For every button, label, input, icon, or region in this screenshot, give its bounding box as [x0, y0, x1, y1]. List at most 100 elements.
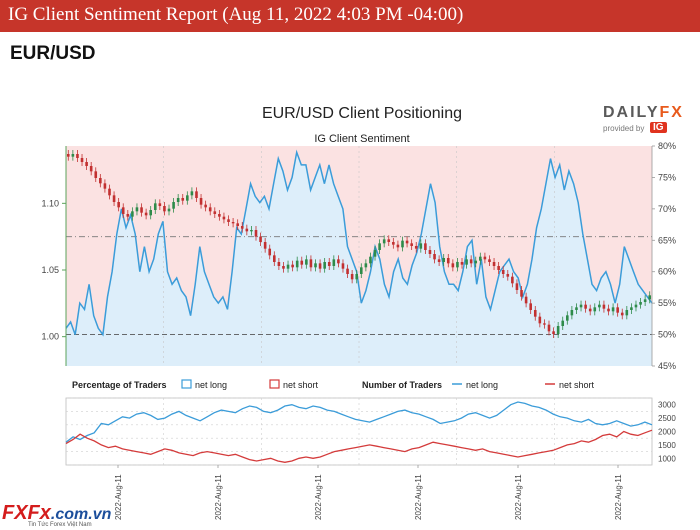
price-candle — [176, 198, 180, 202]
x-tick-label: 2022-Aug-11 — [614, 474, 623, 520]
price-candle — [273, 255, 276, 262]
price-candle — [94, 171, 98, 178]
price-candle — [332, 259, 336, 266]
price-candle — [602, 304, 606, 309]
price-candle — [291, 264, 294, 268]
price-candle — [76, 154, 79, 158]
price-candle — [584, 304, 587, 309]
price-candle — [204, 204, 207, 208]
count-tick-label: 1500 — [658, 441, 676, 450]
chart-title: EUR/USD Client Positioning — [262, 105, 462, 122]
price-tick-label: 1.10 — [41, 198, 59, 208]
price-candle — [144, 212, 148, 216]
price-candle — [419, 243, 423, 249]
price-candle — [314, 263, 317, 268]
price-candle — [318, 263, 322, 269]
price-candle — [300, 260, 304, 265]
price-candle — [167, 208, 171, 212]
price-candle — [561, 320, 565, 326]
price-candle — [218, 214, 221, 217]
price-tick-label: 1.00 — [41, 332, 59, 342]
price-candle — [131, 211, 134, 217]
x-tick-label: 2022-Aug-11 — [414, 474, 423, 520]
price-candle — [286, 264, 290, 269]
price-candle — [245, 228, 249, 232]
price-candle — [163, 206, 166, 212]
price-candle — [355, 274, 359, 280]
price-candle — [195, 191, 198, 198]
price-candle — [552, 331, 555, 334]
percent-tick-label: 45% — [658, 361, 676, 371]
price-candle — [497, 266, 500, 270]
price-candle — [66, 154, 70, 157]
price-candle — [437, 259, 441, 262]
price-candle — [465, 259, 468, 265]
price-candle — [231, 222, 235, 224]
pair-heading: EUR/USD — [10, 43, 96, 64]
price-candle — [240, 226, 244, 229]
brand-provided-by: provided by — [603, 124, 645, 133]
price-candle — [474, 260, 478, 264]
net-long-percent-line — [65, 149, 653, 337]
price-candle — [634, 304, 638, 308]
x-tick-label: 2022-Aug-11 — [314, 474, 323, 520]
percent-tick-label: 55% — [658, 298, 676, 308]
price-candle — [181, 198, 185, 201]
price-candle — [593, 307, 597, 312]
price-candle — [607, 308, 610, 312]
price-candle — [566, 315, 569, 321]
price-candle — [89, 166, 93, 172]
price-candle — [611, 307, 615, 312]
percent-tick-label: 65% — [658, 235, 676, 245]
count-tick-label: 2000 — [658, 428, 676, 437]
price-candle — [227, 219, 230, 222]
price-candle — [547, 324, 551, 332]
price-candle — [620, 312, 624, 316]
price-candle — [108, 188, 111, 196]
legend-percent-title: Percentage of Traders — [72, 380, 167, 390]
price-candle — [323, 262, 326, 269]
legend-number-title: Number of Traders — [362, 380, 442, 390]
price-candle — [103, 183, 107, 189]
brand-name-part2: FX — [659, 104, 684, 121]
price-candle — [520, 290, 523, 297]
price-candle — [556, 326, 560, 334]
brand-name-part1: DAILY — [603, 104, 660, 121]
long-zone-area — [66, 152, 652, 366]
price-candle — [117, 202, 120, 208]
price-candle — [199, 198, 203, 205]
price-candle — [277, 262, 281, 266]
price-candle — [506, 274, 510, 277]
price-candle — [387, 239, 391, 242]
price-candle — [222, 216, 226, 220]
price-candle — [350, 274, 354, 280]
site-tld: .com.vn — [50, 506, 112, 523]
price-candle — [630, 307, 633, 310]
price-candle — [588, 308, 592, 312]
price-candle — [396, 244, 400, 248]
price-candle — [259, 236, 262, 242]
price-candle — [359, 267, 363, 274]
legend-net-long-label: net long — [195, 380, 227, 390]
price-candle — [488, 259, 491, 262]
price-candle — [405, 240, 409, 244]
price-candle — [598, 304, 601, 308]
count-tick-label: 2500 — [658, 414, 676, 423]
price-candle — [483, 256, 487, 260]
x-tick-label: 2022-Aug-11 — [514, 474, 523, 520]
price-candle — [639, 302, 642, 305]
price-candle — [538, 316, 542, 324]
brand-provider: IG — [650, 122, 667, 133]
price-candle — [268, 248, 272, 256]
price-candle — [401, 240, 404, 248]
site-tagline: Tin Tức Forex Việt Nam — [28, 522, 92, 528]
price-candle — [543, 323, 546, 325]
price-candle — [451, 263, 455, 268]
price-candle — [337, 259, 340, 264]
price-candle — [643, 299, 647, 302]
price-candle — [295, 260, 299, 268]
price-candle — [341, 263, 345, 269]
price-candle — [529, 303, 532, 310]
price-candle — [382, 239, 386, 244]
percent-tick-label: 70% — [658, 204, 676, 214]
